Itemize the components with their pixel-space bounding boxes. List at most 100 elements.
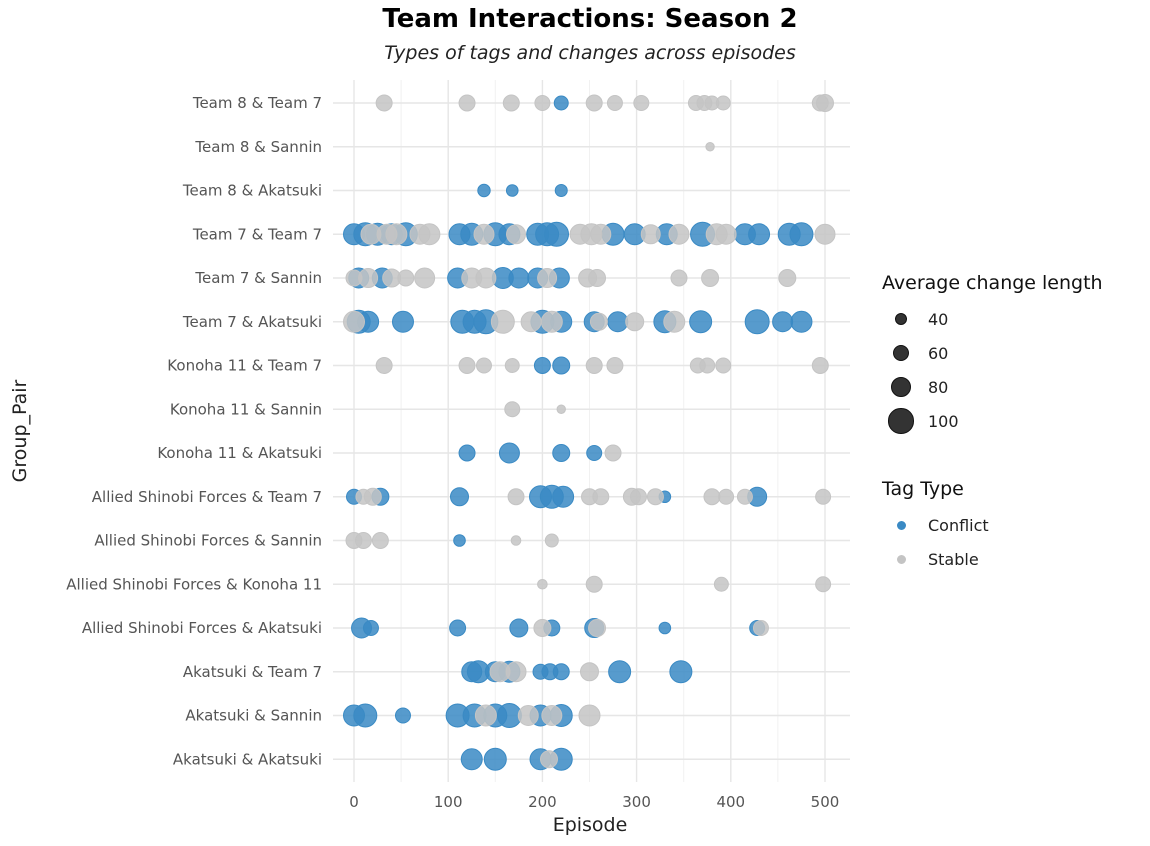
data-point xyxy=(658,621,672,635)
size-legend-item: 40 xyxy=(882,302,1142,336)
data-point xyxy=(586,445,603,461)
size-legend-dot xyxy=(890,376,912,398)
data-point xyxy=(744,309,770,335)
size-legend-dot xyxy=(888,408,914,434)
size-legend-label: 60 xyxy=(928,343,949,363)
data-point xyxy=(553,95,569,111)
x-tick-label: 0 xyxy=(349,793,359,811)
data-point xyxy=(371,532,389,549)
data-point xyxy=(505,661,527,683)
data-point xyxy=(502,94,520,112)
data-point xyxy=(608,660,632,684)
data-point xyxy=(715,357,732,374)
x-tick-label: 300 xyxy=(622,793,651,811)
data-point xyxy=(537,268,558,288)
data-point xyxy=(578,704,601,727)
data-point xyxy=(483,747,507,771)
data-point xyxy=(509,618,529,638)
data-point xyxy=(537,578,548,590)
data-point xyxy=(460,748,483,771)
data-point xyxy=(458,357,476,374)
size-legend-label: 40 xyxy=(928,309,949,329)
data-point xyxy=(544,533,559,548)
size-legend-title: Average change length xyxy=(882,272,1103,294)
data-point xyxy=(607,311,629,333)
data-point xyxy=(414,267,436,289)
size-legend-dot xyxy=(895,313,907,325)
color-legend-key xyxy=(882,554,920,564)
data-point xyxy=(520,311,542,333)
data-point xyxy=(715,223,737,245)
data-point xyxy=(814,223,836,245)
data-point xyxy=(689,310,713,334)
x-tick-label: 200 xyxy=(528,793,557,811)
y-tick-label: Team 8 & Team 7 xyxy=(192,94,322,112)
data-point xyxy=(604,444,622,462)
y-tick-label: Team 7 & Akatsuki xyxy=(182,313,322,331)
y-tick-label: Konoha 11 & Team 7 xyxy=(167,357,322,375)
data-point xyxy=(375,94,393,112)
data-point xyxy=(449,619,467,637)
size-legend-item: 80 xyxy=(882,370,1142,404)
data-point xyxy=(585,575,603,593)
size-legend-item: 60 xyxy=(882,336,1142,370)
data-point xyxy=(588,619,607,637)
data-point xyxy=(633,95,650,111)
data-point xyxy=(506,224,527,245)
data-point xyxy=(477,183,491,198)
data-point xyxy=(391,310,414,333)
y-tick-label: Team 8 & Sannin xyxy=(194,138,322,156)
chart-subtitle: Types of tags and changes across episode… xyxy=(384,42,796,64)
y-tick-label: Allied Shinobi Forces & Team 7 xyxy=(92,488,322,506)
data-point xyxy=(533,619,552,637)
data-point xyxy=(699,357,716,374)
y-tick-label: Team 7 & Sannin xyxy=(194,269,322,287)
color-legend-key xyxy=(882,520,920,530)
size-legend-label: 100 xyxy=(928,411,959,431)
data-point xyxy=(588,269,607,287)
data-point xyxy=(504,401,521,418)
data-point xyxy=(552,444,571,462)
x-axis-title: Episode xyxy=(553,814,628,836)
color-legend-item: Conflict xyxy=(882,508,1142,542)
size-legend-key xyxy=(882,408,920,434)
data-point xyxy=(778,269,797,287)
y-tick-label: Team 7 & Team 7 xyxy=(192,225,322,243)
size-legend-dot xyxy=(892,344,910,362)
data-point xyxy=(473,223,495,245)
data-point xyxy=(811,357,829,374)
series-conflict xyxy=(343,95,814,771)
data-point xyxy=(589,312,608,331)
data-point xyxy=(556,404,566,414)
y-tick-label: Allied Shinobi Forces & Konoha 11 xyxy=(66,575,322,593)
data-point xyxy=(663,310,686,333)
data-point xyxy=(458,444,476,462)
data-point xyxy=(790,310,813,333)
size-legend-label: 80 xyxy=(928,377,949,397)
y-tick-label: Allied Shinobi Forces & Sannin xyxy=(94,532,322,550)
data-point xyxy=(510,535,522,546)
data-point xyxy=(474,704,497,727)
size-legend-item: 100 xyxy=(882,404,1142,438)
y-tick-label: Akatsuki & Akatsuki xyxy=(173,750,322,768)
data-point xyxy=(713,576,729,592)
size-legend-key xyxy=(882,376,920,398)
x-tick-label: 400 xyxy=(716,793,745,811)
y-tick-label: Akatsuki & Sannin xyxy=(185,707,322,725)
data-point xyxy=(640,224,661,245)
data-point xyxy=(450,487,470,507)
y-tick-label: Team 8 & Akatsuki xyxy=(182,182,322,200)
y-axis-title: Group_Pair xyxy=(9,379,31,482)
data-point xyxy=(362,620,379,636)
data-point xyxy=(718,488,735,505)
x-axis-tick-labels: 0 100 200 300 400 500 xyxy=(349,793,839,811)
data-point xyxy=(552,485,575,508)
data-point xyxy=(397,269,415,287)
data-point xyxy=(816,94,834,112)
data-point xyxy=(539,750,558,769)
data-point xyxy=(554,184,568,197)
data-point xyxy=(815,488,832,505)
data-point xyxy=(668,223,690,245)
data-point xyxy=(789,222,814,247)
